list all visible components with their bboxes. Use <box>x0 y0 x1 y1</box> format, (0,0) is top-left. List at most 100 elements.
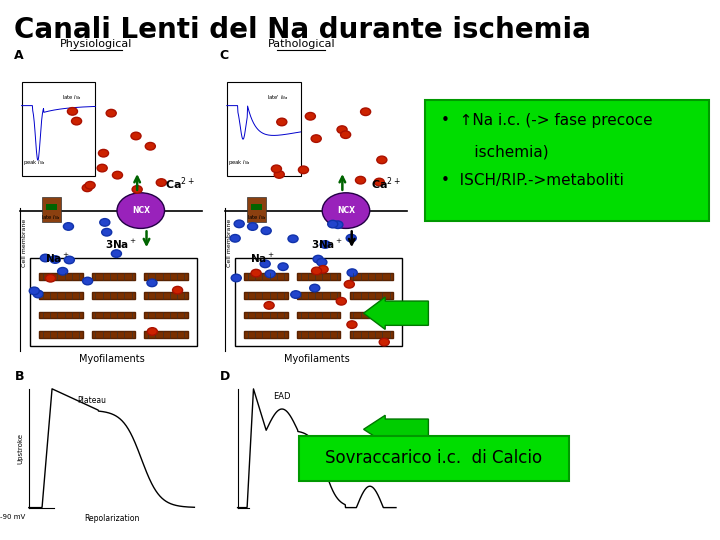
Text: late $I_{Na}$: late $I_{Na}$ <box>41 213 61 222</box>
Text: Ca$^{2+}$: Ca$^{2+}$ <box>166 176 195 192</box>
Bar <box>145 273 188 280</box>
Bar <box>297 312 341 319</box>
Circle shape <box>231 274 241 282</box>
Bar <box>244 273 288 280</box>
Bar <box>39 292 83 299</box>
Circle shape <box>265 270 275 278</box>
Circle shape <box>64 256 74 264</box>
Bar <box>350 312 393 319</box>
Text: NCX: NCX <box>132 206 150 215</box>
Circle shape <box>361 108 371 116</box>
Bar <box>39 312 83 319</box>
Text: •  ↑Na i.c. (-> fase precoce: • ↑Na i.c. (-> fase precoce <box>441 113 653 129</box>
Circle shape <box>145 143 156 150</box>
Text: Repolarization: Repolarization <box>84 514 139 523</box>
Text: C: C <box>220 49 229 62</box>
Bar <box>92 331 135 338</box>
Bar <box>297 331 341 338</box>
Circle shape <box>85 181 95 189</box>
Circle shape <box>45 274 55 282</box>
Circle shape <box>148 328 158 335</box>
Text: A: A <box>14 49 24 62</box>
Bar <box>350 273 393 280</box>
Circle shape <box>251 269 261 277</box>
Circle shape <box>147 279 157 287</box>
Text: NCX: NCX <box>337 206 355 215</box>
Circle shape <box>271 165 282 173</box>
Bar <box>251 204 262 210</box>
Circle shape <box>33 290 43 298</box>
Circle shape <box>264 302 274 309</box>
Circle shape <box>323 193 370 228</box>
Circle shape <box>112 250 122 258</box>
Circle shape <box>260 260 270 268</box>
Text: EAD: EAD <box>273 392 291 401</box>
Circle shape <box>99 150 109 157</box>
Circle shape <box>274 171 284 178</box>
Bar <box>244 292 288 299</box>
Bar <box>145 312 188 319</box>
Bar <box>244 331 288 338</box>
Circle shape <box>156 179 166 186</box>
Circle shape <box>313 255 323 263</box>
Circle shape <box>337 126 347 133</box>
Text: Pathological: Pathological <box>267 38 335 49</box>
Circle shape <box>230 234 240 242</box>
Circle shape <box>341 131 351 138</box>
Bar <box>297 273 341 280</box>
Bar <box>22 82 96 176</box>
Text: Cell membrane: Cell membrane <box>228 219 232 267</box>
Text: D: D <box>220 370 230 383</box>
Text: late' $I_{Na}$: late' $I_{Na}$ <box>267 93 289 102</box>
FancyBboxPatch shape <box>425 100 709 221</box>
Bar <box>42 197 61 222</box>
Circle shape <box>131 132 141 140</box>
FancyArrow shape <box>364 297 428 329</box>
Circle shape <box>71 117 81 125</box>
Circle shape <box>68 107 78 115</box>
Text: Myofilaments: Myofilaments <box>78 354 145 364</box>
Circle shape <box>234 220 244 228</box>
Circle shape <box>132 186 143 193</box>
Circle shape <box>344 280 354 288</box>
Circle shape <box>248 223 258 231</box>
Circle shape <box>312 267 322 275</box>
Circle shape <box>374 178 384 186</box>
Circle shape <box>356 177 366 184</box>
Circle shape <box>336 298 346 305</box>
Circle shape <box>117 193 164 228</box>
Circle shape <box>173 286 183 294</box>
Text: Plateau: Plateau <box>77 396 107 405</box>
Text: Sovraccarico i.c.  di Calcio: Sovraccarico i.c. di Calcio <box>325 449 542 468</box>
Bar <box>30 258 197 346</box>
Circle shape <box>63 222 73 230</box>
Circle shape <box>261 227 271 234</box>
Circle shape <box>291 291 301 298</box>
Circle shape <box>346 234 356 242</box>
Text: Physiological: Physiological <box>60 38 132 49</box>
Text: Canali Lenti del Na durante ischemia: Canali Lenti del Na durante ischemia <box>14 16 591 44</box>
Text: Na$^+$: Na$^+$ <box>45 252 69 265</box>
Circle shape <box>317 259 327 266</box>
Circle shape <box>318 266 328 273</box>
Bar <box>92 312 135 319</box>
Circle shape <box>100 219 110 226</box>
Bar <box>350 292 393 299</box>
Circle shape <box>83 277 93 285</box>
Text: Upstroke: Upstroke <box>17 433 23 464</box>
FancyBboxPatch shape <box>299 436 569 481</box>
Circle shape <box>58 267 68 275</box>
Circle shape <box>50 256 60 264</box>
Circle shape <box>106 110 116 117</box>
Circle shape <box>328 220 338 228</box>
Circle shape <box>82 184 92 192</box>
Bar <box>297 292 341 299</box>
Circle shape <box>347 269 357 276</box>
Text: Myofilaments: Myofilaments <box>284 354 350 364</box>
Text: late $I_{Na}$: late $I_{Na}$ <box>246 213 266 222</box>
Circle shape <box>30 287 40 295</box>
Text: Cell membrane: Cell membrane <box>22 219 27 267</box>
Text: -90 mV: -90 mV <box>0 515 25 521</box>
Circle shape <box>298 166 308 174</box>
Bar <box>92 292 135 299</box>
